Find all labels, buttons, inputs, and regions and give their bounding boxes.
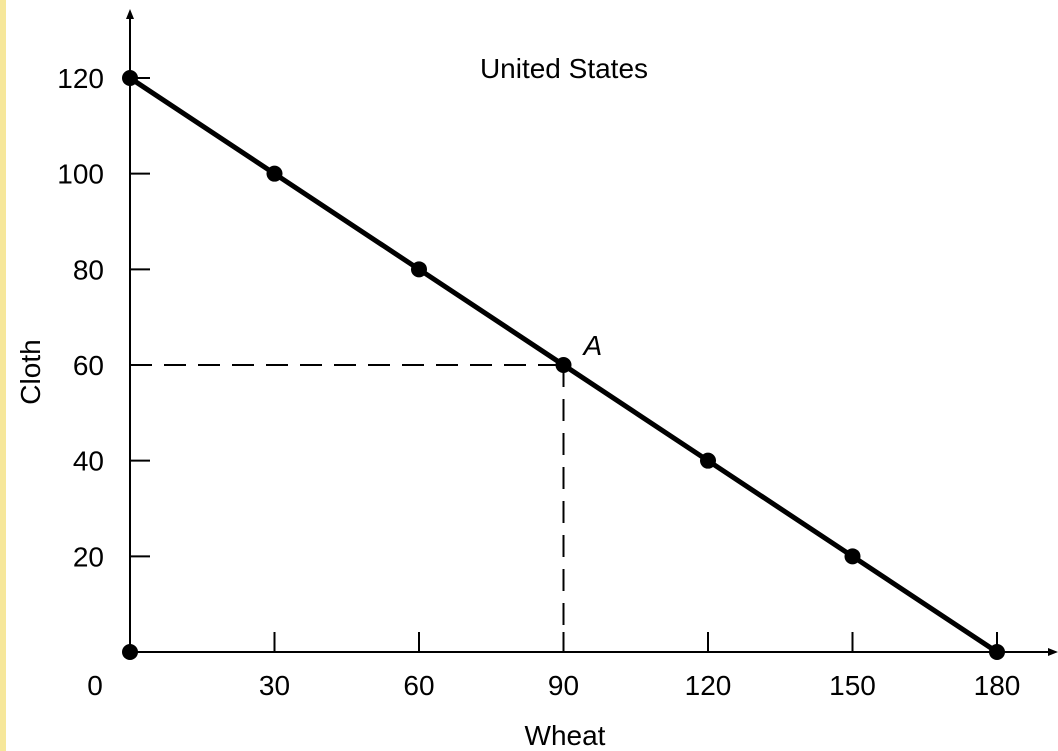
point-a-label: A	[582, 330, 603, 361]
y-tick-label: 40	[73, 446, 104, 477]
y-tick-label: 20	[73, 541, 104, 572]
left-edge-strip	[0, 0, 6, 751]
data-point	[844, 548, 861, 565]
x-tick-label: 90	[548, 670, 579, 701]
data-point	[555, 357, 572, 373]
data-point	[266, 165, 283, 182]
x-tick-label: 30	[259, 670, 290, 701]
origin-point	[122, 644, 138, 660]
y-tick-label: 120	[57, 63, 104, 94]
data-point	[411, 261, 427, 278]
data-point	[700, 452, 716, 469]
x-tick-label: 60	[403, 670, 434, 701]
origin-label: 0	[87, 670, 103, 701]
data-point	[989, 644, 1005, 660]
x-tick-label: 150	[829, 670, 876, 701]
y-tick-label: 80	[73, 254, 104, 285]
y-tick-label: 60	[73, 350, 104, 381]
x-tick-label: 120	[685, 670, 732, 701]
x-tick-label: 180	[974, 670, 1021, 701]
chart-title: United States	[480, 53, 648, 84]
x-axis-title: Wheat	[525, 720, 606, 751]
y-axis-title: Cloth	[15, 339, 46, 404]
y-tick-label: 100	[57, 159, 104, 190]
data-point	[122, 70, 138, 86]
